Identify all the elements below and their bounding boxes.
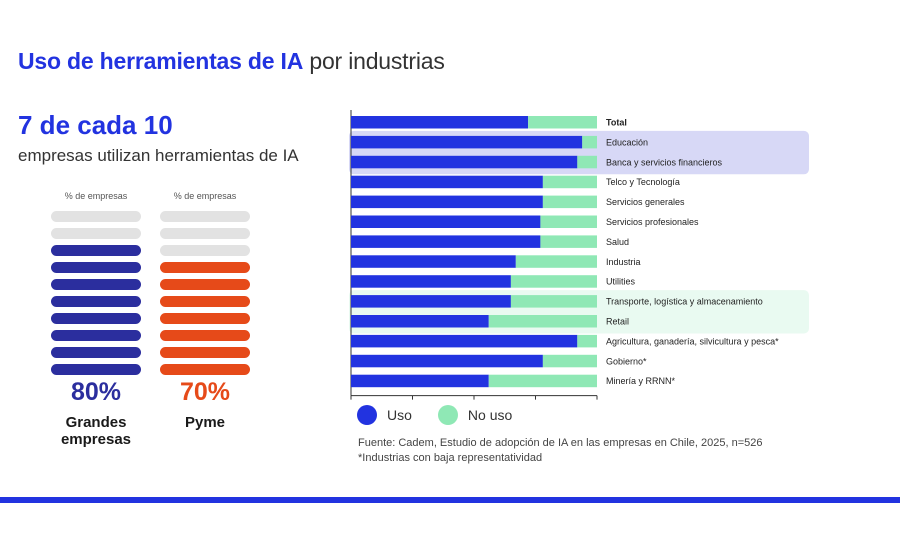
percent-large-companies: 80%	[70, 378, 122, 406]
category-label: Utilities	[606, 277, 636, 287]
subheadline: empresas utilizan herramientas de IA	[18, 146, 299, 165]
pictogram-pill-filled	[51, 279, 141, 290]
bar-no-uso	[540, 215, 597, 228]
pictogram-pills	[51, 211, 141, 375]
pictogram-pill-filled	[160, 313, 250, 324]
pictogram-pill-filled	[51, 313, 141, 324]
pictogram-axis-label: % de empresas	[173, 191, 237, 201]
bar-uso	[351, 315, 489, 328]
bar-no-uso	[577, 334, 597, 348]
category-label: Educación	[606, 137, 648, 147]
category-label: Agricultura, ganadería, silvicultura y p…	[606, 336, 779, 346]
bar-uso	[351, 354, 543, 368]
bar-no-uso	[528, 116, 597, 129]
pictogram-pill-filled	[51, 364, 141, 375]
pictogram-pill-empty	[51, 228, 141, 239]
pictogram-pyme: % de empresas	[160, 191, 250, 375]
category-label: Servicios profesionales	[606, 217, 699, 227]
bar-uso	[351, 235, 541, 248]
pictogram-large-companies: % de empresas	[51, 191, 141, 375]
pictogram-pill-empty	[160, 211, 250, 222]
bar-no-uso	[542, 195, 597, 209]
bar-uso	[351, 215, 541, 228]
footnote-line: *Industrias con baja representatividad	[358, 452, 543, 464]
source-note: Fuente: Cadem, Estudio de adopción de IA…	[358, 436, 763, 466]
pictogram-pill-filled	[160, 262, 250, 273]
legend-swatch-no-uso	[437, 405, 458, 425]
chart-legend: Uso No uso	[357, 405, 538, 425]
pictogram-pill-empty	[160, 245, 250, 256]
legend-label-no-uso: No uso	[467, 407, 513, 423]
legend-item-uso: Uso	[357, 405, 412, 425]
bar-uso	[351, 374, 489, 388]
bar-uso	[351, 275, 511, 288]
percent-pyme: 70%	[179, 378, 231, 406]
pictogram-pill-filled	[51, 347, 141, 358]
pictogram-pill-filled	[51, 330, 141, 341]
bar-no-uso	[510, 275, 597, 288]
bar-uso	[351, 295, 511, 308]
pictogram-pill-empty	[51, 211, 141, 222]
category-label: Servicios generales	[606, 197, 685, 207]
category-label: Total	[606, 117, 627, 127]
pictogram-pill-filled	[160, 330, 250, 341]
category-label: Telco y Tecnología	[606, 177, 680, 187]
category-label: Banca y servicios financieros	[606, 157, 723, 167]
bar-uso	[351, 155, 578, 169]
title-light: por industrias	[309, 48, 445, 74]
name-pyme: Pyme	[184, 414, 226, 431]
bar-no-uso	[488, 315, 597, 328]
bar-no-uso	[582, 135, 597, 149]
pictogram-pill-filled	[160, 296, 250, 307]
bar-no-uso	[510, 295, 597, 308]
bar-no-uso	[542, 175, 597, 189]
bar-no-uso	[577, 155, 597, 169]
pictogram-pill-filled	[51, 262, 141, 273]
bar-uso	[351, 175, 543, 189]
industry-bar-chart: Total Educación Banca y servicios financie…	[349, 110, 809, 400]
legend-item-no-uso: No uso	[437, 405, 513, 425]
source-line: Fuente: Cadem, Estudio de adopción de IA…	[358, 437, 763, 449]
bar-uso	[351, 255, 516, 268]
legend-swatch-uso	[357, 405, 377, 425]
bar-uso	[351, 334, 578, 348]
headline: 7 de cada 10	[18, 110, 173, 140]
bar-uso	[351, 135, 583, 149]
pictogram-pill-empty	[160, 228, 250, 239]
pictogram-axis-label: % de empresas	[64, 191, 128, 201]
pictogram-pill-filled	[160, 279, 250, 290]
legend-label-uso: Uso	[387, 407, 412, 423]
category-label: Salud	[606, 237, 629, 247]
bar-no-uso	[488, 374, 597, 388]
category-label: Gobierno*	[606, 356, 647, 366]
bar-no-uso	[540, 235, 597, 248]
name-large-companies: Grandes empresas	[60, 414, 132, 448]
pictogram-pill-filled	[160, 364, 250, 375]
bar-uso	[351, 116, 529, 129]
bar-no-uso	[515, 255, 597, 268]
category-label: Minería y RRNN*	[606, 376, 676, 386]
bottom-rule	[0, 497, 900, 503]
category-label: Industria	[606, 257, 641, 267]
title-strong: Uso de herramientas de IA	[18, 48, 304, 74]
pictogram-pill-filled	[51, 296, 141, 307]
pictogram-pills	[160, 211, 250, 375]
page-title: Uso de herramientas de IA por industrias	[18, 48, 445, 75]
category-label: Retail	[606, 316, 629, 326]
category-label: Transporte, logística y almacenamiento	[606, 297, 763, 307]
bar-no-uso	[542, 354, 597, 368]
pictogram-pill-filled	[160, 347, 250, 358]
bar-uso	[351, 195, 543, 209]
pictogram-pill-filled	[51, 245, 141, 256]
